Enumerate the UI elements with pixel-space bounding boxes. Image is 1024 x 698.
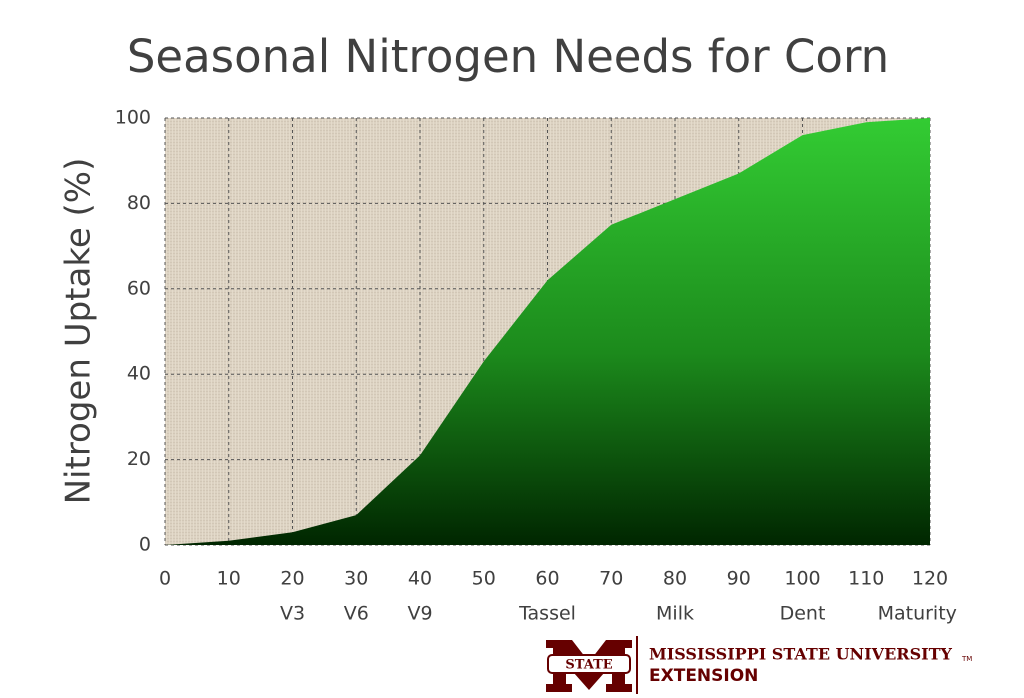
- y-tick-label: 20: [127, 448, 151, 470]
- x-tick-label: 40: [408, 568, 432, 590]
- stage-label: V3: [280, 603, 305, 625]
- unit-name: EXTENSION: [649, 666, 758, 686]
- x-tick-label: 110: [848, 568, 884, 590]
- stage-label: Milk: [656, 603, 694, 625]
- x-tick-label: 90: [727, 568, 751, 590]
- stage-label: Dent: [780, 603, 826, 625]
- plot: [164, 117, 931, 546]
- y-tick-label: 40: [127, 363, 151, 385]
- trademark: TM: [961, 655, 972, 663]
- logo-badge: [547, 654, 631, 674]
- y-tick-label: 60: [127, 277, 151, 299]
- x-tick-label: 60: [535, 568, 559, 590]
- logo-word: STATE: [565, 658, 612, 673]
- x-tick-label: 100: [784, 568, 820, 590]
- x-tick-label: 10: [217, 568, 241, 590]
- x-tick-label: 20: [280, 568, 304, 590]
- logo: STATE MISSISSIPPI STATE UNIVERSITY TM EX…: [546, 636, 972, 694]
- stage-label: Tassel: [518, 603, 576, 625]
- y-tick-label: 80: [127, 192, 151, 214]
- area: [165, 118, 930, 545]
- x-tick-label: 70: [599, 568, 623, 590]
- x-tick-label: 30: [344, 568, 368, 590]
- x-tick-label: 50: [472, 568, 496, 590]
- x-tick-label: 0: [159, 568, 171, 590]
- y-tick-label: 0: [139, 534, 151, 556]
- stage-label: V6: [344, 603, 369, 625]
- x-tick-label: 80: [663, 568, 687, 590]
- org-name: MISSISSIPPI STATE UNIVERSITY: [649, 645, 953, 664]
- y-axis-label: Nitrogen Uptake (%): [59, 158, 99, 505]
- stage-label: Maturity: [878, 603, 957, 625]
- stage-label: V9: [407, 603, 432, 625]
- x-tick-label: 120: [912, 568, 948, 590]
- chart-title: Seasonal Nitrogen Needs for Corn: [127, 30, 889, 83]
- y-tick-label: 100: [115, 107, 151, 129]
